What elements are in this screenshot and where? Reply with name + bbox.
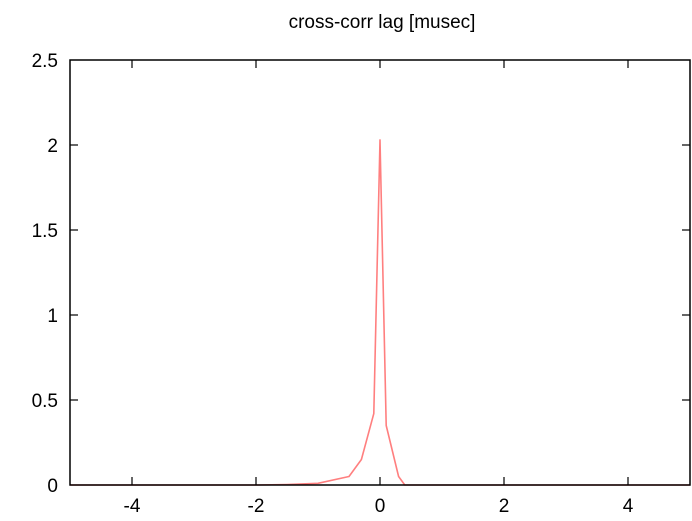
y-tick-label: 2.5 (32, 51, 58, 72)
plot-frame (69, 59, 691, 486)
y-tick-label: 0.5 (32, 391, 58, 412)
x-tick-label: 0 (375, 496, 386, 517)
x-tick-label: -4 (124, 496, 141, 517)
y-tick-label: 1 (47, 306, 58, 327)
y-tick-label: 2 (47, 136, 58, 157)
y-tick-label: 0 (47, 476, 58, 497)
y-tick-label: 1.5 (32, 221, 58, 242)
x-tick-label: 2 (499, 496, 510, 517)
chart-title: cross-corr lag [musec] (289, 12, 476, 33)
x-tick-label: -2 (248, 496, 265, 517)
x-tick-label: 4 (623, 496, 634, 517)
series-line-0 (70, 139, 690, 486)
plot-area: -4 -2 0 2 4 0 0.5 1 1.5 2 2.5 (32, 51, 691, 517)
